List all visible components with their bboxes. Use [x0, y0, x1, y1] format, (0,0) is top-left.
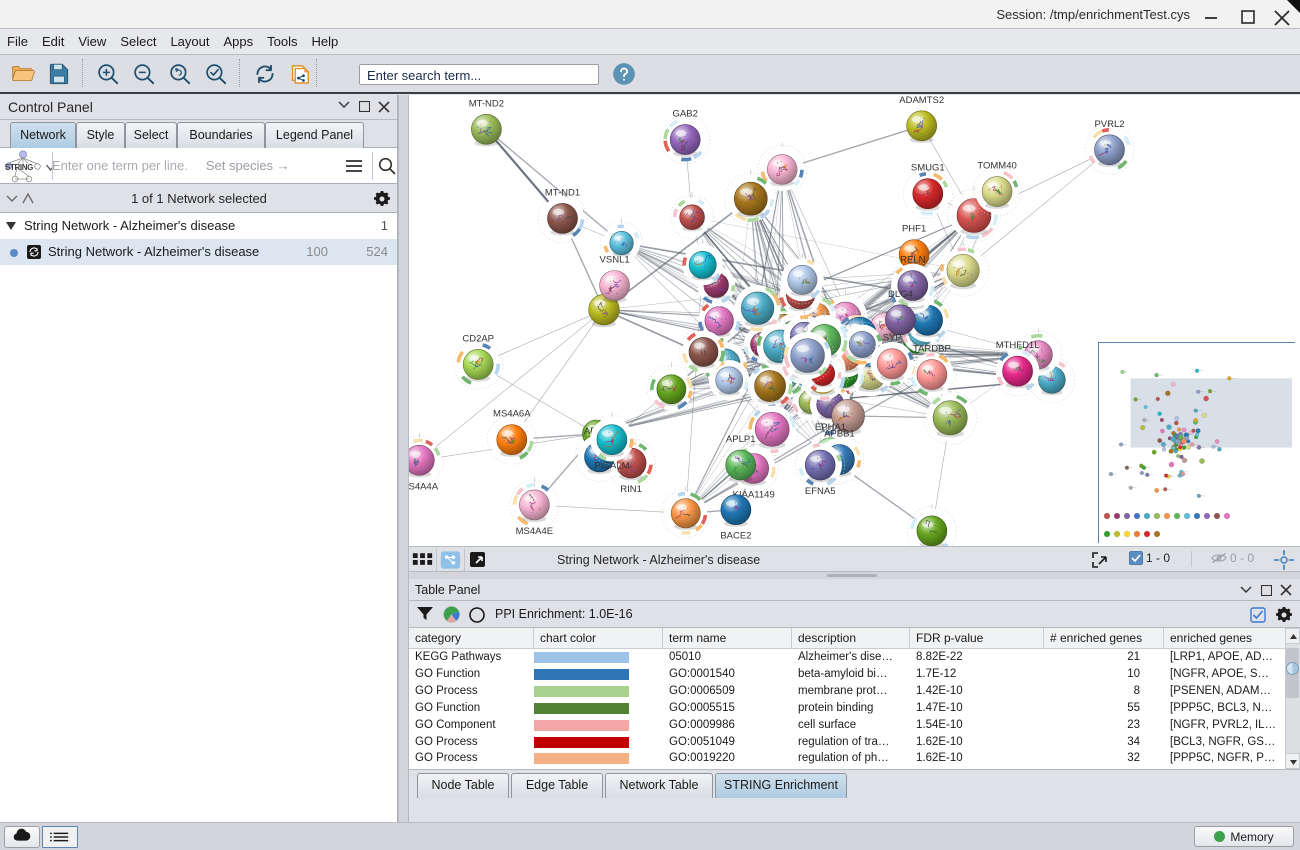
svg-text:EFNA5: EFNA5 [805, 486, 836, 497]
svg-text:PHF1: PHF1 [902, 224, 926, 235]
svg-text:MT-ND2: MT-ND2 [469, 98, 504, 109]
svg-text:MT-ND1: MT-ND1 [545, 187, 580, 198]
svg-text:SMUG1: SMUG1 [911, 163, 945, 174]
svg-text:MTHFD1L: MTHFD1L [996, 340, 1040, 351]
svg-text:APLP1: APLP1 [726, 434, 756, 445]
svg-text:MS4A4E: MS4A4E [516, 526, 554, 537]
svg-text:RELN: RELN [900, 255, 925, 266]
svg-text:MS4A6A: MS4A6A [493, 409, 531, 420]
svg-text:TOMM40: TOMM40 [977, 161, 1016, 172]
svg-text:DLG4: DLG4 [888, 289, 913, 300]
svg-text:RIN1: RIN1 [620, 484, 642, 495]
svg-text:ADAMTS2: ADAMTS2 [899, 95, 944, 106]
svg-text:PVRL2: PVRL2 [1094, 119, 1124, 130]
svg-text:TARDBP: TARDBP [913, 344, 951, 355]
svg-text:MS4A4A: MS4A4A [409, 481, 439, 492]
svg-text:PICALM: PICALM [594, 461, 629, 472]
svg-text:CD2AP: CD2AP [462, 333, 494, 344]
svg-text:SYP: SYP [883, 333, 902, 344]
svg-text:GAB2: GAB2 [673, 109, 698, 120]
svg-text:BACE2: BACE2 [720, 531, 751, 542]
svg-text:VSNL1: VSNL1 [600, 255, 630, 266]
svg-text:APBB1: APBB1 [824, 429, 855, 440]
